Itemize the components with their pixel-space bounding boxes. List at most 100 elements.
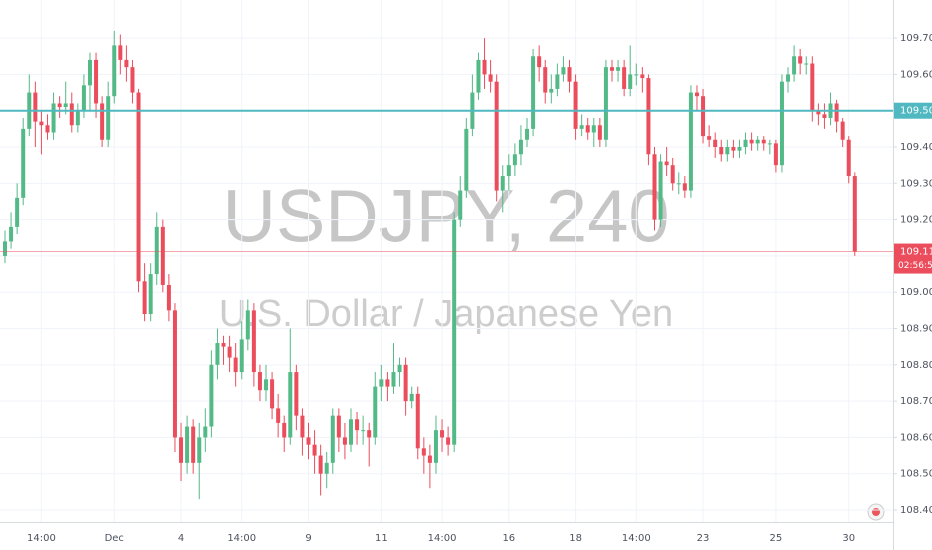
last-price-label: 109.112 <box>900 247 932 258</box>
candle-body <box>737 147 742 151</box>
candle-body <box>688 92 693 191</box>
candle-body <box>707 136 712 140</box>
candle-body <box>251 310 256 373</box>
x-tick-label: Dec <box>105 533 124 544</box>
candle-body <box>640 74 645 79</box>
candle-body <box>257 372 262 391</box>
candle-body <box>440 430 445 438</box>
x-tick-label: 4 <box>178 533 184 544</box>
candle-body <box>403 364 408 402</box>
candle-body <box>622 67 627 89</box>
candle-body <box>494 81 499 191</box>
logo <box>867 503 885 521</box>
candle-body <box>282 422 287 438</box>
candle-body <box>531 56 536 129</box>
candle-body <box>464 128 469 191</box>
y-tick-label: 109.000 <box>900 287 932 298</box>
candle-body <box>804 63 809 65</box>
candle-body <box>701 96 706 137</box>
candle-body <box>670 165 675 184</box>
candle-body <box>488 74 493 82</box>
candle-body <box>597 125 602 140</box>
watermark-title: USDJPY, 240 <box>223 175 670 258</box>
candle-body <box>312 444 317 456</box>
hline-label: 109.500 <box>900 106 932 117</box>
candle-body <box>549 88 554 93</box>
x-tick-label: 14:00 <box>227 533 256 544</box>
x-tick-label: 14:00 <box>622 533 651 544</box>
candle-body <box>324 462 329 474</box>
y-tick-label: 109.300 <box>900 178 932 189</box>
candle-body <box>63 103 68 108</box>
candle-body <box>713 139 718 148</box>
y-tick-label: 108.600 <box>900 432 932 443</box>
candle-body <box>676 183 681 185</box>
candle-body <box>215 343 220 365</box>
candle-body <box>51 103 56 133</box>
x-tick-label: 23 <box>697 533 710 544</box>
candle-body <box>743 139 748 148</box>
candle-body <box>227 346 232 358</box>
candle-body <box>87 59 92 86</box>
candle-body <box>306 437 311 445</box>
candle-body <box>318 455 323 474</box>
candle-body <box>603 67 608 140</box>
candle-body <box>761 139 766 144</box>
candle-body <box>634 74 639 76</box>
candle-body <box>792 56 797 75</box>
candle-body <box>816 110 821 115</box>
candle-body <box>585 125 590 133</box>
candle-body <box>846 139 851 177</box>
candle-body <box>446 437 451 445</box>
candle-body <box>749 139 754 144</box>
candle-body <box>852 176 857 252</box>
y-tick-label: 109.600 <box>900 69 932 80</box>
candle-body <box>664 161 669 166</box>
candle-body <box>81 85 86 111</box>
candle-body <box>385 379 390 387</box>
candle-body <box>361 430 366 432</box>
y-tick-label: 109.400 <box>900 142 932 153</box>
candle-body <box>203 426 208 438</box>
candle-body <box>154 226 159 275</box>
candle-body <box>579 125 584 129</box>
candle-body <box>822 114 827 118</box>
candle-body <box>628 74 633 89</box>
candle-body <box>367 430 372 438</box>
candle-body <box>512 154 517 166</box>
y-tick-label: 109.700 <box>900 33 932 44</box>
candle-body <box>543 67 548 93</box>
candle-body <box>136 92 141 282</box>
candle-body <box>767 143 772 145</box>
candle-body <box>342 437 347 445</box>
candle-body <box>561 67 566 75</box>
candle-body <box>33 92 38 122</box>
x-tick-label: 14:00 <box>27 533 56 544</box>
candle-body <box>786 74 791 82</box>
candle-body <box>197 437 202 463</box>
candle-body <box>427 455 432 463</box>
candle-body <box>779 81 784 166</box>
candle-body <box>21 128 26 198</box>
candle-body <box>373 386 378 438</box>
x-tick-label: 14:00 <box>428 533 457 544</box>
candle-body <box>397 364 402 373</box>
candle-body <box>682 183 687 191</box>
candle-body <box>355 419 360 431</box>
candle-body <box>179 437 184 463</box>
candle-body <box>160 226 165 285</box>
candle-body <box>834 103 839 122</box>
candle-body <box>555 74 560 89</box>
candle-body <box>506 165 511 177</box>
candle-body <box>773 143 778 166</box>
x-tick-label: 9 <box>305 533 311 544</box>
candle-body <box>755 139 760 144</box>
candle-body <box>379 379 384 387</box>
candle-body <box>75 110 80 126</box>
candle-body <box>525 128 530 140</box>
candle-body <box>239 339 244 373</box>
candle-body <box>288 372 293 438</box>
candle-body <box>415 393 420 449</box>
